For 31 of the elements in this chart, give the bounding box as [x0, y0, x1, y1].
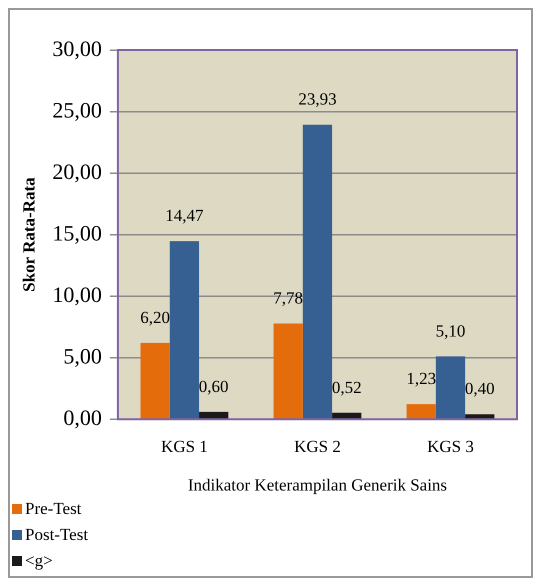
- bar: [302, 124, 332, 418]
- y-tick-label: 0,00: [63, 404, 102, 430]
- data-label: 14,47: [165, 206, 204, 226]
- legend-label: Pre-Test: [25, 498, 82, 520]
- y-tick-label: 30,00: [52, 36, 102, 61]
- bar: [170, 241, 200, 418]
- x-axis-title: Indikator Keterampilan Generik Sains: [188, 475, 448, 494]
- data-label: 6,20: [140, 308, 170, 327]
- y-tick-label: 10,00: [52, 282, 102, 307]
- bar: [140, 342, 170, 418]
- y-tick-label: 20,00: [52, 158, 102, 184]
- bar: [274, 323, 303, 418]
- y-axis-title: Skor Rata-Rata: [20, 176, 39, 292]
- x-tick-label: KGS 1: [161, 436, 208, 456]
- bar: [199, 412, 228, 418]
- x-tick-label: KGS 2: [294, 436, 341, 456]
- legend-label: <g>: [25, 550, 53, 572]
- y-tick-label: 15,00: [52, 220, 102, 246]
- bar: [436, 356, 466, 418]
- data-label: 1,23: [406, 369, 436, 388]
- y-tick-label: 5,00: [63, 343, 102, 368]
- bar: [406, 404, 436, 418]
- data-label: 7,78: [273, 288, 304, 308]
- y-tick-label: 25,00: [52, 97, 102, 122]
- x-tick-label: KGS 3: [427, 436, 474, 456]
- data-label: 0,52: [332, 378, 362, 397]
- data-label: 5,10: [436, 321, 466, 340]
- data-label: 23,93: [298, 90, 337, 109]
- data-label: 0,60: [198, 376, 229, 396]
- data-label: 0,40: [464, 379, 495, 398]
- legend-label: Post-Test: [25, 524, 88, 546]
